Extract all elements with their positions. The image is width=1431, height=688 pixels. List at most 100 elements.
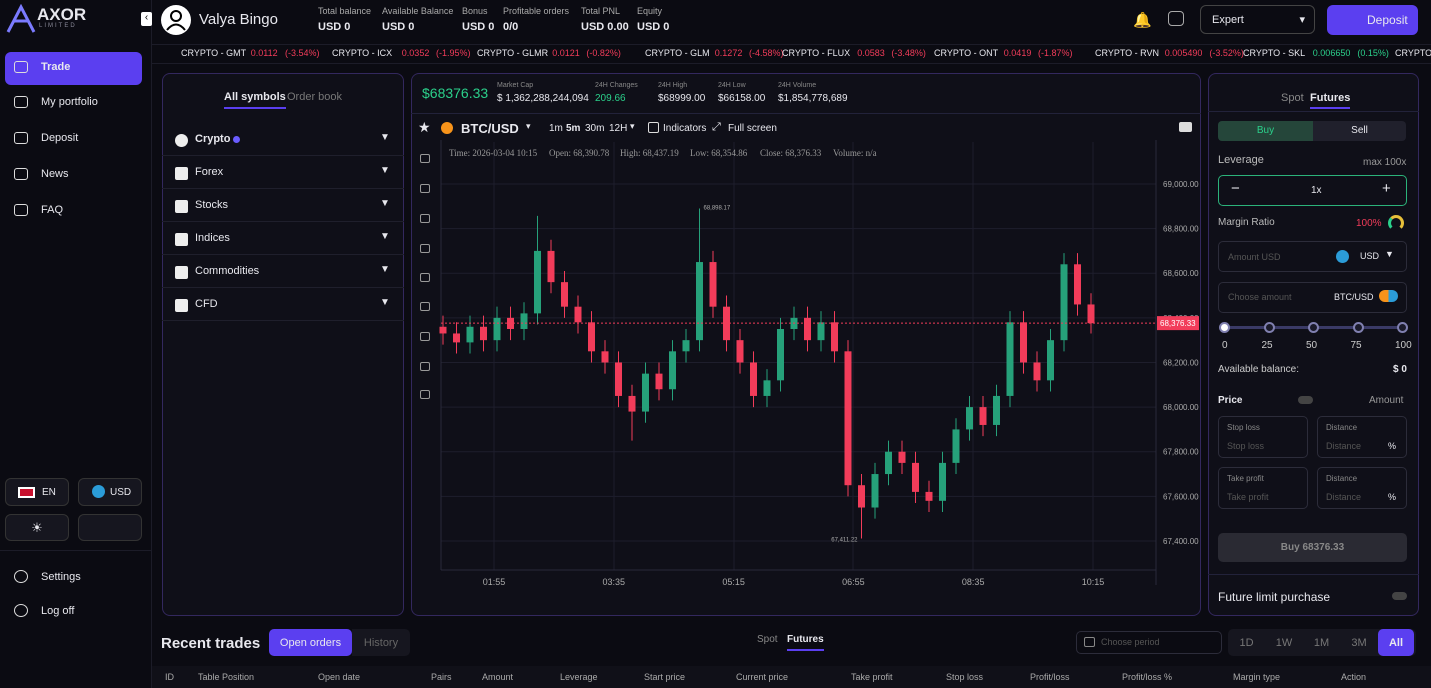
- slider-label: 75: [1350, 340, 1362, 351]
- range[interactable]: 3M: [1351, 637, 1367, 649]
- column-header: Profit/loss: [1030, 672, 1070, 682]
- plus[interactable]: +: [1382, 180, 1391, 197]
- tab[interactable]: History: [352, 629, 410, 656]
- field[interactable]: [1218, 467, 1308, 509]
- market-label: Market Cap: [497, 82, 534, 89]
- tab[interactable]: Spot: [757, 634, 778, 645]
- symbol-group[interactable]: Stocks: [195, 199, 229, 211]
- bell[interactable]: 🔔: [1133, 12, 1152, 29]
- range[interactable]: 1D: [1239, 637, 1254, 649]
- lang-button[interactable]: [5, 478, 69, 506]
- tool[interactable]: [420, 184, 430, 193]
- tab-active[interactable]: Open orders: [269, 629, 352, 656]
- input[interactable]: [1218, 241, 1407, 272]
- nav-item[interactable]: Trade: [41, 61, 71, 73]
- symbol[interactable]: BTC/USD: [461, 121, 519, 136]
- candle-body: [682, 340, 690, 352]
- tool[interactable]: [420, 302, 430, 311]
- tool[interactable]: [420, 390, 430, 399]
- field-unit: %: [1388, 441, 1397, 451]
- tab[interactable]: Spot: [1281, 92, 1304, 104]
- tool[interactable]: [420, 362, 430, 371]
- ticker-symbol: CRYPTO -: [1395, 48, 1431, 58]
- interval[interactable]: 30m: [585, 123, 605, 134]
- symbol-group[interactable]: Crypto: [195, 133, 231, 145]
- tab[interactable]: Futures: [787, 634, 824, 651]
- market-value: $66158.00: [718, 93, 766, 104]
- high-annotation: 68,898.17: [704, 206, 731, 212]
- slider-dot[interactable]: [1397, 322, 1408, 333]
- row-line: [162, 320, 404, 321]
- market-label: 24H Low: [718, 82, 746, 89]
- tab[interactable]: Order book: [287, 91, 343, 103]
- field[interactable]: [1317, 467, 1407, 509]
- bottom-item[interactable]: Log off: [41, 605, 75, 617]
- market-price: $68376.33: [422, 85, 489, 101]
- column-header: Margin type: [1233, 672, 1281, 682]
- buy-button[interactable]: Buy 68376.33: [1218, 533, 1407, 562]
- candle-body: [547, 250, 555, 283]
- field[interactable]: [1218, 416, 1308, 458]
- currency-button[interactable]: [78, 478, 142, 506]
- nav-item[interactable]: FAQ: [41, 204, 64, 216]
- nav-item[interactable]: News: [41, 168, 69, 180]
- nav-item[interactable]: My portfolio: [41, 96, 98, 108]
- slider-dot[interactable]: [1219, 322, 1230, 333]
- screenshot[interactable]: [1179, 122, 1192, 132]
- slider-dot[interactable]: [1308, 322, 1319, 333]
- slider-dot[interactable]: [1352, 322, 1364, 333]
- symbol-group[interactable]: Indices: [195, 232, 230, 244]
- mode-select[interactable]: Expert ▾: [1200, 5, 1315, 34]
- minus[interactable]: −: [1231, 180, 1240, 197]
- market-value: $1,854,778,689: [778, 93, 848, 104]
- tool[interactable]: [420, 244, 430, 253]
- tab[interactable]: Futures: [1310, 92, 1351, 109]
- sell-tab[interactable]: Sell: [1313, 121, 1406, 141]
- buy-tab[interactable]: Buy: [1218, 121, 1313, 141]
- placeholder: Amount USD: [1228, 252, 1281, 262]
- range[interactable]: 1M: [1313, 637, 1330, 649]
- support-button[interactable]: [78, 514, 142, 541]
- tool[interactable]: [420, 154, 430, 163]
- range[interactable]: 1W: [1275, 637, 1293, 649]
- pair-icon: [1379, 290, 1398, 302]
- ticker-change: (0.15%): [1357, 48, 1389, 58]
- interval[interactable]: 12H: [609, 123, 628, 134]
- symbol-group[interactable]: Commodities: [195, 265, 260, 277]
- stat-label: Total balance: [318, 6, 372, 16]
- ticker-change: (-1.95%): [436, 48, 471, 58]
- slider-dot[interactable]: [1263, 322, 1275, 333]
- chat[interactable]: [1168, 11, 1184, 26]
- interval[interactable]: 1m: [549, 123, 563, 134]
- interval[interactable]: 5m: [566, 123, 581, 134]
- toggle[interactable]: [1298, 396, 1313, 404]
- sidebar: [0, 0, 152, 688]
- field-label: Stop loss: [1227, 423, 1260, 432]
- tool[interactable]: [420, 214, 430, 223]
- collapse[interactable]: ‹: [141, 12, 152, 26]
- indicators[interactable]: Indicators: [663, 123, 707, 134]
- chart: 67,400.00 67,600.00 67,800.00 68,000.00 68,2…: [439, 140, 1199, 587]
- candle-body: [493, 317, 501, 341]
- deposit-button[interactable]: Deposit: [1327, 5, 1418, 35]
- favorite[interactable]: ★: [418, 119, 431, 135]
- fullscreen[interactable]: Full screen: [728, 123, 777, 134]
- column-header: Take profit: [851, 672, 893, 682]
- toggle[interactable]: [1392, 592, 1407, 600]
- range[interactable]: All: [1378, 629, 1414, 656]
- symbol-group[interactable]: CFD: [195, 298, 218, 310]
- theme-button[interactable]: ☀: [5, 514, 69, 541]
- tool[interactable]: [420, 273, 430, 282]
- column-header: Profit/loss %: [1122, 672, 1173, 682]
- candle-body: [439, 326, 447, 334]
- stat-value: USD 0: [637, 21, 670, 33]
- symbol-group[interactable]: Forex: [195, 166, 224, 178]
- period-box[interactable]: [1076, 631, 1222, 654]
- nav-item[interactable]: Deposit: [41, 132, 79, 144]
- tab[interactable]: All symbols: [224, 91, 286, 109]
- field[interactable]: [1317, 416, 1407, 458]
- tool[interactable]: [420, 332, 430, 341]
- bottom-item[interactable]: Settings: [41, 571, 81, 583]
- input[interactable]: [1218, 282, 1407, 313]
